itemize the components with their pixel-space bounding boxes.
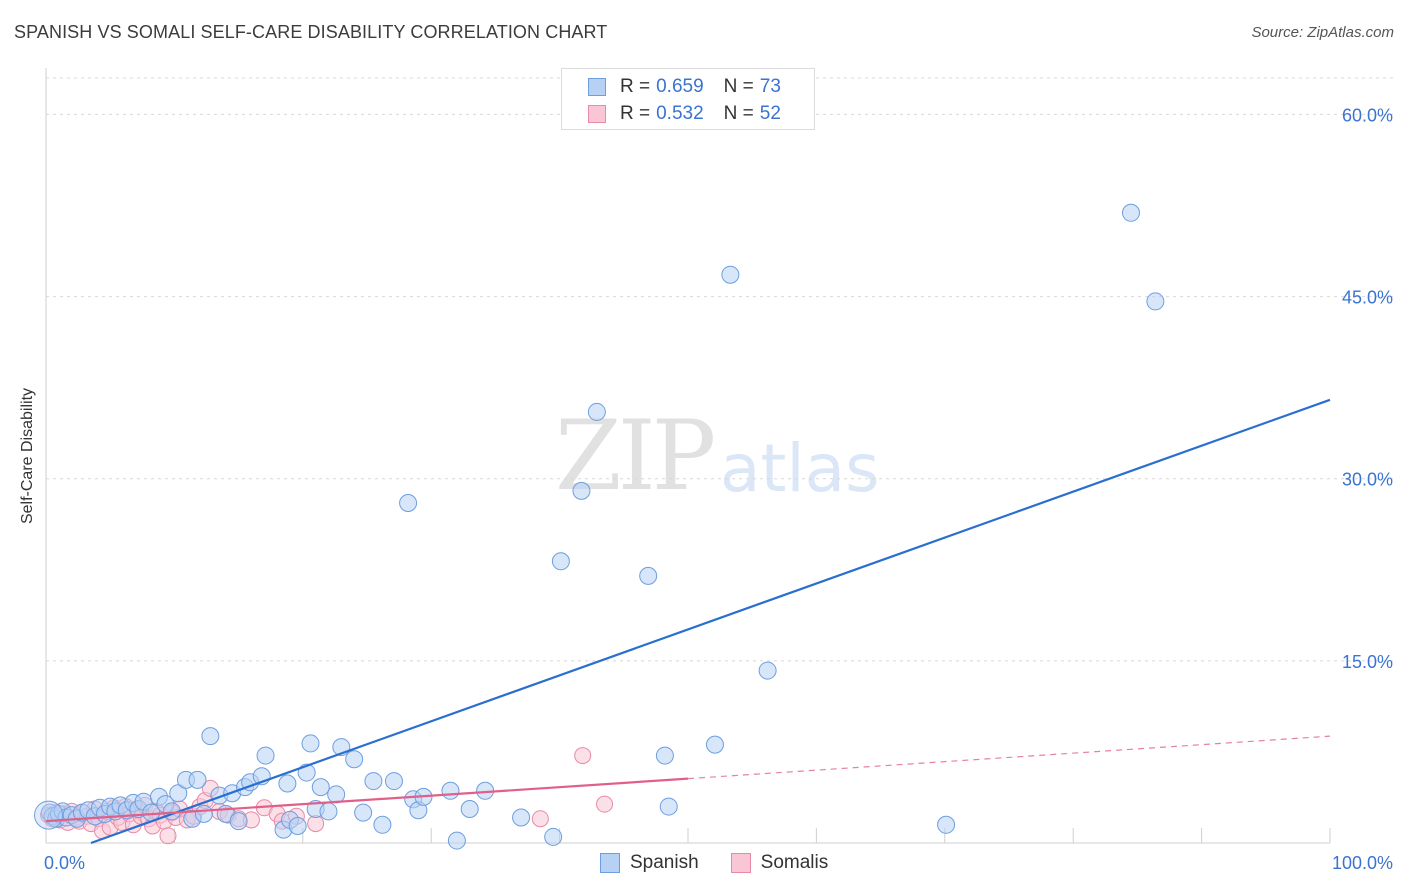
somalis-point [531,810,549,828]
spanish-point [447,831,466,850]
spanish-point [384,772,403,791]
chart-title: SPANISH VS SOMALI SELF-CARE DISABILITY C… [14,22,608,42]
spanish-point [327,785,346,804]
spanish-point [288,817,307,835]
spanish-point [551,552,570,571]
y-tick-label: 45.0% [1342,288,1393,308]
bottom-legend-swatch-somalis [730,853,751,873]
legend-swatch-somalis [588,105,606,123]
spanish-point [194,804,213,823]
x-tick-label: 100.0% [1332,853,1393,873]
legend-n-label: N = [723,103,754,124]
spanish-point [354,803,373,822]
spanish-point [256,746,275,765]
spanish-point [659,797,678,816]
legend-r-label: R = [620,103,651,124]
y-axis-label: Self-Care Disability [19,387,36,525]
spanish-point [639,566,658,585]
bottom-legend-spanish: Spanish [600,852,699,874]
legend-r-value: 0.659 [656,76,704,97]
y-tick-label: 15.0% [1342,652,1393,672]
somalis-point [159,827,177,845]
legend-box: R = 0.659 N = 73 R = 0.532 N = 52 [561,68,815,130]
spanish-point [301,734,320,753]
spanish-point [937,815,956,834]
bottom-legend: Spanish Somalis [600,852,860,874]
spanish-point [655,746,674,765]
spanish-cluster-point [34,800,64,830]
legend-n-label: N = [723,76,754,97]
somalis-trend-extension [687,735,1331,780]
legend-n-value: 52 [759,103,781,124]
legend-r-label: R = [620,76,651,97]
bottom-legend-swatch-spanish [600,853,620,873]
legend-row-spanish: R = 0.659 N = 73 [588,76,781,98]
somalis-point [574,747,592,765]
spanish-point [229,812,248,831]
spanish-point [278,774,297,793]
legend-row-somalis: R = 0.532 N = 52 [588,103,781,125]
legend-n-value: 73 [759,76,781,97]
source-credit: Source: ZipAtlas.com [1251,24,1394,41]
spanish-point [364,772,383,791]
spanish-point [721,265,740,284]
spanish-point [399,494,418,512]
spanish-point [188,770,207,789]
somalis-point [596,795,614,813]
x-tick-label: 0.0% [44,853,85,873]
spanish-point [1146,292,1165,311]
spanish-point [201,727,220,746]
spanish-point [169,784,188,803]
spanish-point [587,402,606,421]
legend-swatch-spanish [588,78,606,96]
spanish-point [373,815,392,834]
spanish-point [441,781,460,800]
spanish-trend-line [90,398,1331,845]
spanish-point [1121,203,1140,222]
y-tick-label: 30.0% [1342,470,1393,490]
spanish-point [512,808,531,827]
spanish-point [544,827,563,846]
spanish-point [758,661,777,680]
spanish-point [460,800,479,818]
legend-r-value: 0.532 [656,103,704,124]
somalis-trend-line [45,777,689,823]
y-tick-label: 60.0% [1342,105,1393,125]
spanish-point [345,750,364,769]
spanish-point [572,481,591,500]
spanish-point [319,802,338,821]
spanish-point [705,735,724,754]
bottom-legend-label-somalis: Somalis [760,852,829,873]
watermark-atlas: atlas [720,430,880,507]
spanish-point [311,778,330,797]
bottom-legend-somalis: Somalis [730,852,829,874]
bottom-legend-label-spanish: Spanish [630,852,699,873]
